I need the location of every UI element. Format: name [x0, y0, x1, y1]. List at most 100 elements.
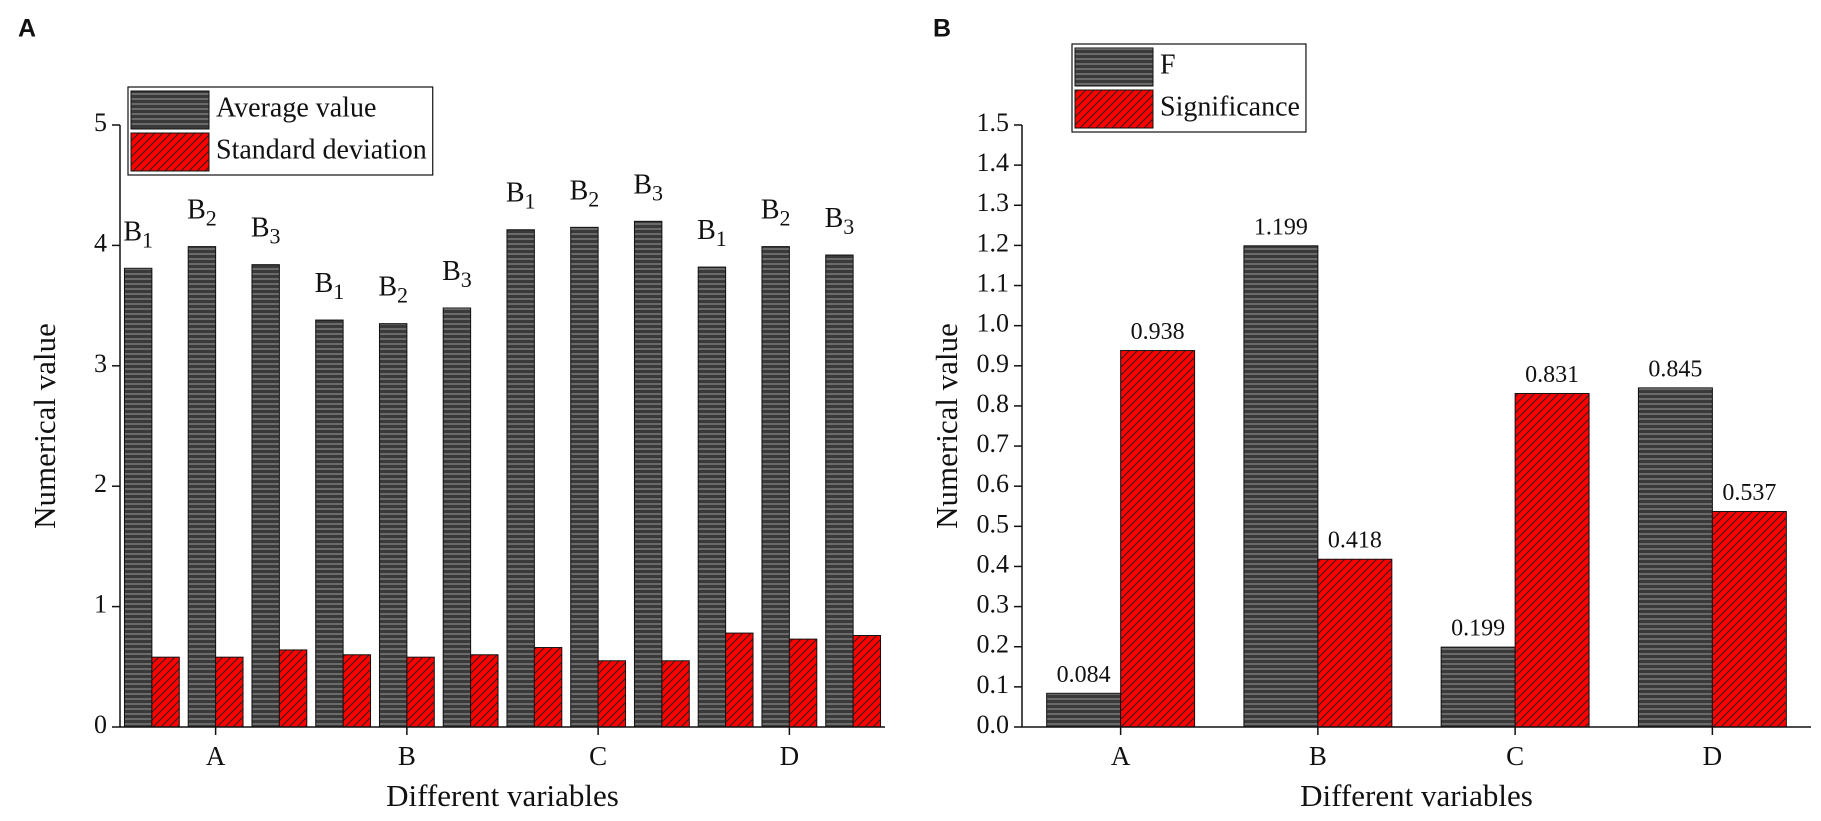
bar	[470, 654, 499, 728]
value-label: 0.938	[1131, 319, 1185, 345]
y-tick-label: 0.0	[977, 710, 1010, 739]
value-label: 0.084	[1057, 662, 1111, 688]
y-tick-label: 1.0	[977, 309, 1010, 338]
annotation-base: B	[442, 256, 461, 287]
legend-label: Standard deviation	[216, 134, 427, 165]
y-tick-label: 3	[94, 349, 107, 378]
annotation-base: B	[761, 195, 780, 226]
annotation-base: B	[123, 217, 142, 248]
bar	[697, 266, 727, 728]
annotation: B2	[378, 272, 408, 308]
annotation-base: B	[697, 215, 716, 246]
value-label: 0.537	[1722, 480, 1776, 506]
legend-swatch	[1074, 89, 1154, 129]
y-tick-label: 0.1	[977, 670, 1010, 699]
y-tick-label: 0.9	[977, 349, 1010, 378]
y-axis-title: Numerical value	[929, 323, 964, 529]
legend-label: Average value	[216, 92, 376, 123]
x-tick-label: B	[398, 741, 416, 771]
value-label: 0.199	[1451, 616, 1505, 642]
bar	[1637, 387, 1713, 728]
annotation: B3	[633, 170, 663, 206]
annotation-sub: 2	[397, 283, 408, 308]
y-tick-label: 0	[94, 710, 107, 739]
annotation: B1	[506, 178, 536, 214]
x-tick-label: A	[1111, 741, 1131, 771]
value-label: 0.831	[1525, 362, 1579, 388]
bar	[215, 656, 244, 728]
bar	[1120, 350, 1196, 728]
value-label: 0.418	[1328, 528, 1382, 554]
bar	[187, 246, 217, 728]
annotation-sub: 3	[652, 180, 663, 205]
y-tick-label: 1.3	[977, 188, 1010, 217]
annotation-base: B	[506, 178, 525, 209]
y-tick-label: 2	[94, 469, 107, 498]
annotation-sub: 3	[461, 267, 472, 292]
annotation-base: B	[633, 170, 652, 201]
value-label: 1.199	[1254, 214, 1308, 240]
bar	[506, 229, 535, 728]
bar	[761, 246, 790, 728]
annotation-sub: 1	[142, 227, 153, 252]
bar	[570, 226, 599, 728]
bar	[251, 264, 280, 728]
annotation-sub: 3	[843, 214, 854, 239]
y-tick-label: 0.5	[977, 509, 1010, 538]
bar	[1243, 245, 1319, 728]
legend-swatch	[1074, 47, 1154, 87]
y-tick-label: 0.2	[977, 630, 1010, 659]
x-tick-label: B	[1309, 741, 1327, 771]
x-axis-title: Different variables	[1300, 778, 1533, 813]
x-axis-title: Different variables	[386, 778, 619, 813]
annotation: B2	[187, 195, 217, 231]
y-tick-label: 1.2	[977, 228, 1010, 257]
annotation-base: B	[187, 195, 206, 226]
annotation: B1	[697, 215, 727, 251]
y-tick-label: 1.5	[977, 108, 1010, 137]
annotation: B3	[825, 203, 855, 239]
panel-label: B	[933, 15, 951, 43]
x-tick-label: C	[1506, 741, 1524, 771]
x-tick-label: D	[1703, 741, 1723, 771]
annotation: B3	[251, 213, 281, 249]
bar	[406, 656, 435, 728]
y-tick-label: 0.4	[977, 549, 1010, 578]
y-tick-label: 1.1	[977, 269, 1010, 298]
annotation: B1	[123, 217, 153, 253]
y-tick-label: 1	[94, 590, 107, 619]
y-tick-label: 4	[94, 228, 107, 257]
value-label: 0.845	[1648, 356, 1702, 382]
annotation: B2	[761, 195, 791, 231]
annotation-base: B	[315, 268, 334, 299]
annotation-sub: 1	[525, 189, 536, 214]
bar	[825, 254, 854, 728]
bar	[633, 220, 663, 728]
bar	[315, 319, 344, 728]
annotation-base: B	[378, 272, 397, 303]
annotation-base: B	[825, 203, 844, 234]
x-tick-label: A	[206, 741, 226, 771]
y-tick-label: 5	[94, 108, 107, 137]
x-tick-label: D	[780, 741, 800, 771]
bar	[278, 649, 308, 728]
annotation-sub: 2	[588, 186, 599, 211]
annotation-base: B	[251, 213, 270, 244]
legend-label: F	[1160, 49, 1176, 80]
bar	[342, 654, 372, 728]
legend-swatch	[130, 90, 210, 130]
x-tick-label: C	[589, 741, 607, 771]
panel-label: A	[18, 15, 36, 43]
annotation-sub: 1	[716, 226, 727, 251]
annotation: B2	[570, 176, 600, 212]
y-tick-label: 0.6	[977, 469, 1010, 498]
bar	[852, 634, 882, 728]
bar	[788, 638, 818, 728]
annotation: B3	[442, 256, 472, 292]
bar	[378, 323, 408, 728]
bar	[1711, 510, 1787, 728]
bar	[123, 267, 153, 728]
annotation-sub: 1	[333, 279, 344, 304]
bar	[442, 307, 472, 728]
annotation: B1	[315, 268, 345, 304]
